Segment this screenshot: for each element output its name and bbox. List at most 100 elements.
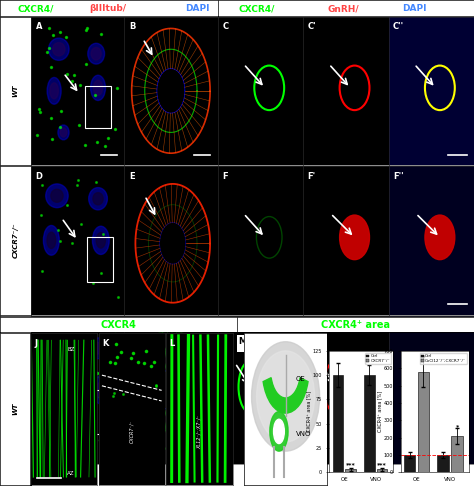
Point xyxy=(76,81,83,89)
Ellipse shape xyxy=(51,339,63,352)
Point xyxy=(41,411,49,418)
Text: CXCR4/: CXCR4/ xyxy=(18,4,54,13)
Point xyxy=(153,382,160,390)
Point xyxy=(82,141,89,149)
Ellipse shape xyxy=(93,342,103,354)
Point xyxy=(34,344,41,352)
Point xyxy=(100,387,108,395)
Point xyxy=(113,84,121,92)
Point xyxy=(56,28,64,36)
Point xyxy=(129,349,137,357)
Wedge shape xyxy=(263,378,308,413)
Bar xyxy=(451,436,463,472)
Point xyxy=(96,393,104,401)
Ellipse shape xyxy=(44,375,59,405)
Point xyxy=(96,373,103,381)
Point xyxy=(43,441,51,449)
Text: I'': I'' xyxy=(393,321,401,331)
Point xyxy=(43,431,51,439)
Point xyxy=(54,226,62,234)
Point xyxy=(56,333,64,340)
Ellipse shape xyxy=(256,351,315,442)
Point xyxy=(94,320,101,328)
Ellipse shape xyxy=(339,215,370,260)
Point xyxy=(82,27,90,35)
Point xyxy=(70,361,77,369)
Text: βIIItub/: βIIItub/ xyxy=(90,4,127,13)
Ellipse shape xyxy=(88,43,105,64)
Ellipse shape xyxy=(270,412,288,451)
Point xyxy=(103,442,111,450)
Text: ***: *** xyxy=(346,463,356,468)
Point xyxy=(108,387,115,394)
Bar xyxy=(418,372,429,472)
Text: XL12⁻/⁻;X7⁻/⁻: XL12⁻/⁻;X7⁻/⁻ xyxy=(12,363,18,416)
Point xyxy=(96,436,104,444)
Point xyxy=(101,142,109,150)
Point xyxy=(91,369,98,377)
Text: B: B xyxy=(129,22,135,32)
Bar xyxy=(438,455,449,472)
Text: XL12⁻/⁻;X7⁻/⁻: XL12⁻/⁻;X7⁻/⁻ xyxy=(197,414,202,449)
Point xyxy=(60,385,67,393)
Text: CXCR4/: CXCR4/ xyxy=(238,4,275,13)
Point xyxy=(111,358,119,366)
Text: E: E xyxy=(129,172,135,181)
Bar xyxy=(87,237,113,282)
Ellipse shape xyxy=(93,80,102,95)
Text: ***: *** xyxy=(377,463,387,468)
Text: D: D xyxy=(36,172,43,181)
Point xyxy=(97,269,105,277)
Text: WT: WT xyxy=(12,85,18,97)
Point xyxy=(82,60,90,68)
Point xyxy=(92,178,100,186)
Point xyxy=(77,220,84,228)
Ellipse shape xyxy=(57,423,70,440)
Point xyxy=(55,435,63,443)
Point xyxy=(45,439,53,447)
Point xyxy=(114,333,121,341)
Ellipse shape xyxy=(425,215,455,260)
Y-axis label: CXCR4⁺ area [%]: CXCR4⁺ area [%] xyxy=(377,391,382,432)
Point xyxy=(69,239,76,246)
Point xyxy=(58,364,65,372)
Point xyxy=(45,44,53,52)
Text: CXCR7⁻/⁻: CXCR7⁻/⁻ xyxy=(129,420,134,443)
Point xyxy=(153,381,160,389)
Ellipse shape xyxy=(51,189,63,202)
Point xyxy=(56,123,64,131)
Legend: Ctrl, CXCR7⁻/⁻: Ctrl, CXCR7⁻/⁻ xyxy=(365,353,392,364)
Point xyxy=(109,392,117,400)
Text: I': I' xyxy=(308,321,313,331)
Ellipse shape xyxy=(93,193,103,205)
Y-axis label: CXCR4⁺ area [%]: CXCR4⁺ area [%] xyxy=(306,391,311,432)
Point xyxy=(82,353,90,361)
Bar xyxy=(85,390,113,434)
Text: F'': F'' xyxy=(393,172,403,181)
Text: F': F' xyxy=(308,172,316,181)
Point xyxy=(70,71,78,78)
Text: CXCR4: CXCR4 xyxy=(100,320,137,330)
Point xyxy=(112,387,120,394)
Point xyxy=(71,381,79,389)
Bar xyxy=(377,469,387,472)
Point xyxy=(37,211,45,219)
Text: DAPI: DAPI xyxy=(185,4,210,13)
Point xyxy=(142,348,150,356)
Point xyxy=(33,393,40,400)
Point xyxy=(106,358,113,366)
Bar xyxy=(85,86,111,128)
Text: GnRH/: GnRH/ xyxy=(328,4,359,13)
Point xyxy=(45,395,52,403)
Ellipse shape xyxy=(252,342,319,451)
Point xyxy=(111,365,118,373)
Point xyxy=(78,404,86,412)
Text: **: ** xyxy=(420,356,427,360)
Point xyxy=(47,63,55,71)
Text: L: L xyxy=(170,338,175,348)
Point xyxy=(74,176,82,184)
Text: BZ: BZ xyxy=(67,347,75,352)
Ellipse shape xyxy=(89,338,108,358)
Point xyxy=(93,138,101,146)
Text: C: C xyxy=(222,22,228,32)
